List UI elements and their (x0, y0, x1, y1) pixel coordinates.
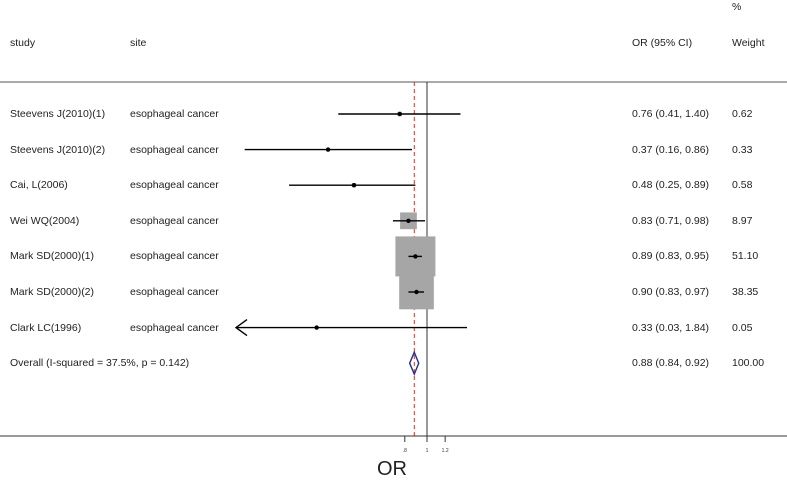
study-label: Wei WQ(2004) (10, 214, 80, 227)
site-label: esophageal cancer (130, 143, 219, 156)
study-label: Mark SD(2000)(1) (10, 250, 95, 263)
header-weight: Weight (732, 37, 765, 49)
ci-arrow (234, 319, 248, 337)
x-tick-label: 1 (426, 448, 429, 454)
x-axis-label: OR (377, 458, 407, 480)
or-ci-label: 0.37 (0.16, 0.86) (632, 143, 710, 156)
site-label: esophageal cancer (130, 214, 219, 227)
study-label: Steevens J(2010)(2) (10, 143, 106, 156)
weight-label: 0.33 (732, 143, 753, 156)
overall-or-ci: 0.88 (0.84, 0.92) (632, 357, 710, 370)
site-label: esophageal cancer (130, 250, 219, 263)
weight-label: 0.62 (732, 108, 753, 120)
weight-label: 51.10 (732, 250, 759, 263)
weight-label: 38.35 (732, 286, 759, 298)
or-ci-label: 0.76 (0.41, 1.40) (632, 108, 710, 120)
study-label: Steevens J(2010)(1) (10, 108, 106, 120)
point-estimate (351, 183, 357, 188)
site-label: esophageal cancer (130, 286, 219, 298)
point-estimate (413, 254, 418, 259)
overall-label: Overall (I-squared = 37.5%, p = 0.142) (10, 357, 190, 370)
weight-label: 0.05 (732, 321, 753, 334)
x-tick-label: .8 (403, 448, 407, 454)
overall-weight: 100.00 (732, 357, 765, 370)
or-ci-label: 0.48 (0.25, 0.89) (632, 179, 710, 192)
or-ci-label: 0.33 (0.03, 1.84) (632, 321, 710, 334)
or-ci-label: 0.83 (0.71, 0.98) (632, 214, 710, 227)
point-estimate (314, 325, 319, 330)
weight-label: 0.58 (732, 179, 753, 192)
point-estimate (414, 289, 419, 295)
site-label: esophageal cancer (130, 108, 219, 120)
header-or-ci: OR (95% CI) (632, 37, 693, 49)
x-tick-label: 1.2 (442, 448, 449, 454)
study-label: Cai, L(2006) (10, 179, 68, 192)
study-label: Mark SD(2000)(2) (10, 286, 95, 298)
point-estimate (397, 111, 402, 117)
or-ci-label: 0.89 (0.83, 0.95) (632, 250, 710, 263)
point-estimate (406, 218, 411, 223)
weight-label: 8.97 (732, 214, 753, 227)
or-ci-label: 0.90 (0.83, 0.97) (632, 286, 710, 298)
header-weight-percent: % (732, 1, 742, 13)
site-label: esophageal cancer (130, 321, 219, 334)
study-label: Clark LC(1996) (10, 321, 82, 334)
header-site: site (130, 37, 147, 49)
point-estimate (325, 147, 331, 152)
header-study: study (10, 37, 36, 49)
overall-diamond (408, 350, 420, 377)
site-label: esophageal cancer (130, 179, 219, 192)
